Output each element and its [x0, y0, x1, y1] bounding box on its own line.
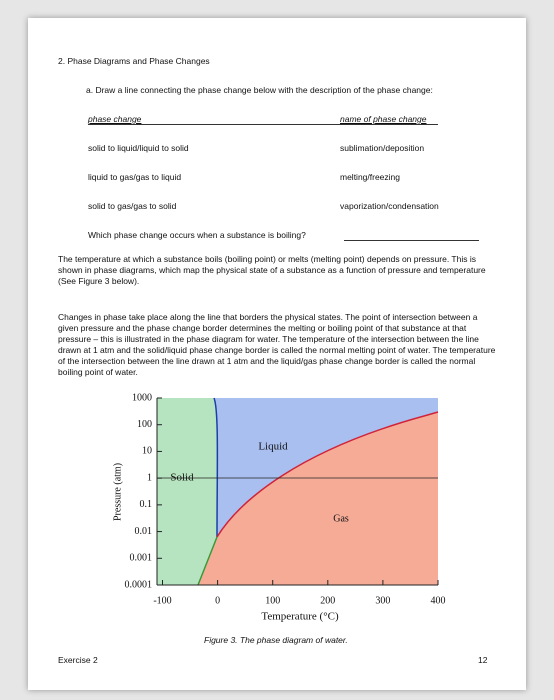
left-item: solid to liquid/liquid to solid	[88, 143, 189, 153]
footer-left: Exercise 2	[58, 655, 98, 665]
y-tick-label: 10	[142, 446, 152, 457]
y-axis-label: Pressure (atm)	[112, 463, 123, 521]
region-label: Solid	[170, 472, 194, 484]
region-label: Liquid	[258, 441, 288, 453]
page-number: 12	[478, 655, 488, 665]
solid-region	[157, 398, 218, 585]
y-tick-label: 0.1	[140, 499, 153, 510]
melting-curve	[213, 397, 219, 538]
header-rule	[88, 124, 438, 125]
x-tick-label: 400	[431, 595, 446, 606]
y-tick-label: 1000	[132, 392, 152, 403]
paragraph: Changes in phase take place along the li…	[58, 312, 496, 377]
right-item: sublimation/deposition	[340, 143, 425, 153]
answer-blank	[344, 240, 479, 241]
x-tick-label: -100	[153, 595, 171, 606]
left-header: phase change	[88, 114, 142, 124]
x-axis-label: Temperature (°C)	[261, 611, 339, 623]
paragraph: The temperature at which a substance boi…	[58, 254, 486, 286]
y-tick-label: 0.001	[130, 553, 153, 564]
x-tick-label: 200	[320, 595, 335, 606]
x-tick-label: 0	[215, 595, 220, 606]
y-tick-label: 1	[147, 472, 152, 483]
section-title: 2. Phase Diagrams and Phase Changes	[58, 56, 210, 66]
right-item: vaporization/condensation	[340, 201, 439, 211]
sublimation-curve	[197, 536, 218, 586]
right-item: melting/freezing	[340, 172, 401, 182]
x-tick-label: 100	[265, 595, 280, 606]
gas-region	[198, 412, 438, 585]
y-tick-label: 0.0001	[125, 579, 153, 590]
y-tick-label: 0.01	[135, 526, 153, 537]
question: Which phase change occurs when a substan…	[88, 230, 306, 240]
vaporization-curve	[216, 411, 439, 538]
right-header: name of phase change	[340, 114, 427, 124]
left-item: solid to gas/gas to solid	[88, 201, 177, 211]
x-tick-label: 300	[375, 595, 390, 606]
figure-caption: Figure 3. The phase diagram of water.	[204, 635, 348, 645]
prompt: a. Draw a line connecting the phase chan…	[86, 85, 433, 95]
y-tick-label: 100	[137, 419, 152, 430]
left-item: liquid to gas/gas to liquid	[88, 172, 182, 182]
region-label: Gas	[333, 513, 349, 524]
